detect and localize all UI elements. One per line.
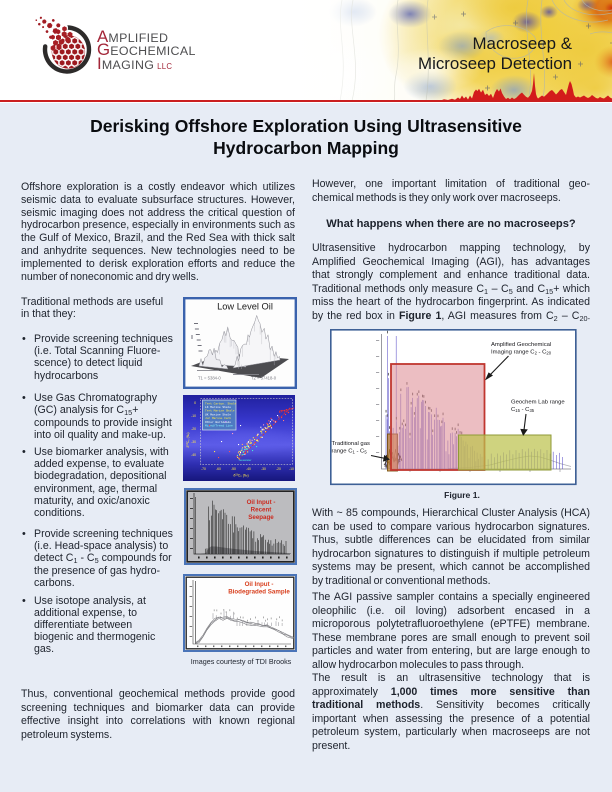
svg-text:-50: -50 <box>231 467 236 471</box>
svg-text:T1 = 5384-0: T1 = 5384-0 <box>198 376 221 381</box>
svg-text:Jur Marine Carb: Jur Marine Carb <box>205 416 231 420</box>
svg-text:-10: -10 <box>289 467 294 471</box>
svg-text:-30: -30 <box>191 440 196 444</box>
svg-text:Oil Input -: Oil Input - <box>246 499 275 506</box>
svg-text:δ¹³C₁ (‰): δ¹³C₁ (‰) <box>186 432 190 447</box>
svg-text:Recent: Recent <box>250 506 271 513</box>
svg-text:Low Level Oil: Low Level Oil <box>217 302 273 312</box>
svg-text:Oil Input -: Oil Input - <box>244 581 273 588</box>
svg-text:Amplified Geochemical: Amplified Geochemical <box>491 342 551 348</box>
svg-text:Imaging range C2 - C20: Imaging range C2 - C20 <box>491 349 552 355</box>
svg-text:-70: -70 <box>201 467 206 471</box>
svg-text:-40: -40 <box>246 467 251 471</box>
svg-text:-60: -60 <box>216 467 221 471</box>
svg-text:Oil line: Oil line <box>279 409 289 413</box>
svg-text:-10: -10 <box>191 414 196 418</box>
svg-text:Biodegraded Sample: Biodegraded Sample <box>228 589 290 596</box>
svg-text:Tert Carbon. Shale: Tert Carbon. Shale <box>205 401 236 405</box>
svg-text:T2 = 37418-0: T2 = 37418-0 <box>251 376 277 381</box>
svg-text:-20: -20 <box>276 467 281 471</box>
svg-text:LK Marine Shale: LK Marine Shale <box>205 405 231 409</box>
svg-text:Seepage: Seepage <box>248 514 274 521</box>
svg-text:Traditional gas: Traditional gas <box>332 441 370 447</box>
svg-text:δ¹³C₂ (‰): δ¹³C₂ (‰) <box>234 473 249 477</box>
svg-text:UK Marine Shale: UK Marine Shale <box>205 412 231 416</box>
svg-text:C15 - C35: C15 - C35 <box>511 407 535 413</box>
svg-text:Tert Marine Shale: Tert Marine Shale <box>205 408 235 412</box>
svg-text:-40: -40 <box>191 453 196 457</box>
svg-text:Other Worldwide: Other Worldwide <box>205 419 231 423</box>
svg-text:-20: -20 <box>191 427 196 431</box>
svg-text:Mixed/Trend Line: Mixed/Trend Line <box>205 423 233 427</box>
svg-text:range C1 - C5: range C1 - C5 <box>332 448 368 454</box>
svg-text:Seawater: Seawater <box>239 458 252 462</box>
svg-text:0: 0 <box>195 401 197 405</box>
svg-text:Geochem Lab range: Geochem Lab range <box>511 400 565 406</box>
svg-text:-30: -30 <box>261 467 266 471</box>
